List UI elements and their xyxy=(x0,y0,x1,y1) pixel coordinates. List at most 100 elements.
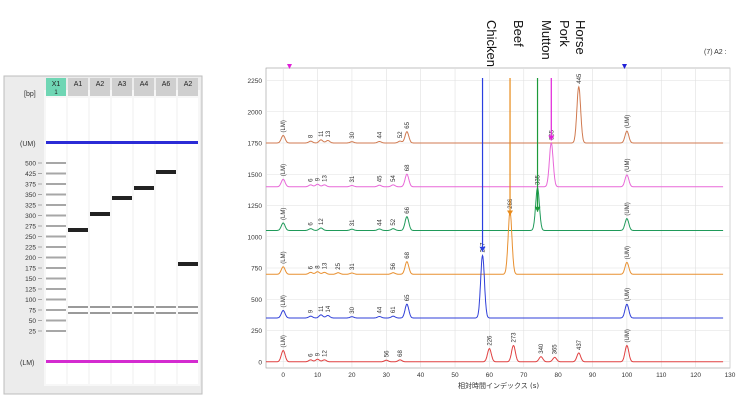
peak-label: 65 xyxy=(405,121,411,128)
primer-band xyxy=(156,312,176,314)
peak-label: (UM) xyxy=(625,202,631,215)
x-tick-label: 40 xyxy=(417,372,425,379)
peak-label: 13 xyxy=(322,262,328,269)
lane-label-5: A6 xyxy=(162,81,171,88)
lane-6 xyxy=(178,98,198,384)
ladder-tick-label: 250 xyxy=(25,234,36,241)
primer-band xyxy=(134,306,154,308)
peak-label: 6 xyxy=(309,353,315,357)
ladder-band xyxy=(46,246,66,248)
species-label-beef: Beef xyxy=(511,20,526,47)
peak-label: 9 xyxy=(316,177,322,181)
species-annotations: Chicken Beef Mutton Pork Horse xyxy=(479,20,588,252)
gel-frame xyxy=(3,75,203,395)
peak-label: 44 xyxy=(377,219,383,226)
peak-label: 437 xyxy=(577,339,583,350)
ladder-band xyxy=(46,288,66,290)
ladder-band xyxy=(46,214,66,217)
ladder-tick-label: 225 xyxy=(25,245,36,252)
ladder-ticks: 500 425 375 350 325 300 275 250 225 200 175 150 125 1… xyxy=(25,161,42,336)
peak-label: 365 xyxy=(549,129,555,140)
ladder-tick-label: 300 xyxy=(25,213,36,220)
ladder-tick-label: 350 xyxy=(25,192,36,199)
peak-label: 52 xyxy=(391,218,397,225)
corner-label: (7) A2 : xyxy=(704,49,727,56)
ladder-band xyxy=(46,162,66,164)
primer-band xyxy=(68,312,88,314)
x-tick-label: 120 xyxy=(690,372,701,379)
x-tick-label: 50 xyxy=(451,372,459,379)
y-tick-label: 0 xyxy=(258,359,262,366)
x-tick-label: 0 xyxy=(281,372,285,379)
ladder-band xyxy=(46,256,66,259)
species-label-horse: Horse xyxy=(573,20,588,55)
peak-label: (UM) xyxy=(625,329,631,342)
plot-area xyxy=(265,67,731,369)
ladder-band xyxy=(46,204,66,206)
y-tick-label: 1250 xyxy=(248,203,263,210)
peak-label: 12 xyxy=(319,218,325,225)
species-label-mutton: Mutton xyxy=(539,20,554,60)
ladder-band xyxy=(46,225,66,227)
y-axis-ticks: 0 250 500 750 1000 1250 1500 1750 2000 2250 xyxy=(248,78,263,366)
x-tick-label: 100 xyxy=(621,372,632,379)
ladder-tick-label: 500 xyxy=(25,161,36,168)
ladder-tick-label: 375 xyxy=(25,182,36,189)
ladder-band xyxy=(46,172,66,175)
upper-marker-label: (UM) xyxy=(20,141,36,148)
y-tick-label: 1750 xyxy=(248,141,263,148)
peak-label: 31 xyxy=(350,263,356,270)
primer-band xyxy=(90,306,110,308)
fragment-band-2 xyxy=(90,212,110,216)
lane-header-5 xyxy=(156,78,176,96)
lane-header-4 xyxy=(134,78,154,96)
peak-label: 13 xyxy=(326,130,332,137)
lane-4 xyxy=(134,98,154,384)
x-tick-label: 10 xyxy=(314,372,322,379)
peak-label: 6 xyxy=(309,178,315,182)
peak-label: 11 xyxy=(319,130,325,137)
peak-label: (LM) xyxy=(281,335,287,347)
peak-label: 340 xyxy=(539,343,545,354)
traces xyxy=(266,85,724,363)
lane-label-6: A2 xyxy=(184,81,193,88)
y-tick-label: 500 xyxy=(251,297,262,304)
peak-label: 45 xyxy=(377,175,383,182)
y-tick-label: 1000 xyxy=(248,234,263,241)
lane-5 xyxy=(156,98,176,384)
x-axis-ticks: 0 10 20 30 40 50 60 70 80 90 100 110 120 130 xyxy=(281,372,735,379)
ladder-tick-label: 275 xyxy=(25,224,36,231)
ladder-tick-label: 25 xyxy=(29,329,37,336)
peak-label: (LM) xyxy=(281,120,287,132)
peak-label: 31 xyxy=(350,175,356,182)
lane-header-6 xyxy=(178,78,198,96)
x-tick-label: 30 xyxy=(383,372,391,379)
x-tick-label: 60 xyxy=(486,372,494,379)
primer-band xyxy=(134,312,154,314)
peak-label: (LM) xyxy=(281,295,287,307)
ladder-band xyxy=(46,298,66,301)
ladder-band xyxy=(46,330,66,332)
x-axis-label: 相対時間インデックス (s) xyxy=(458,381,539,390)
peak-label: 365 xyxy=(553,344,559,355)
peak-label: 65 xyxy=(405,294,411,301)
right-top-marker-icon xyxy=(622,64,627,69)
peak-label: (LM) xyxy=(281,164,287,176)
x-tick-label: 110 xyxy=(656,372,667,379)
species-label-pork: Pork xyxy=(557,20,572,47)
peak-label: (UM) xyxy=(625,115,631,128)
ladder-tick-label: 125 xyxy=(25,287,36,294)
ladder-band xyxy=(46,309,66,311)
fragment-band-1 xyxy=(68,228,88,232)
trace-beef xyxy=(266,210,724,275)
species-arrowhead-mutton xyxy=(534,206,541,212)
x-tick-label: 130 xyxy=(725,372,736,379)
ladder-tick-label: 50 xyxy=(29,318,37,325)
ladder-band xyxy=(46,319,66,322)
lane-label-2: A2 xyxy=(96,81,105,88)
lower-marker-band xyxy=(46,360,198,363)
ladder-band xyxy=(46,235,66,238)
peak-label: 226 xyxy=(487,335,493,346)
bp-label: [bp] xyxy=(24,91,36,98)
